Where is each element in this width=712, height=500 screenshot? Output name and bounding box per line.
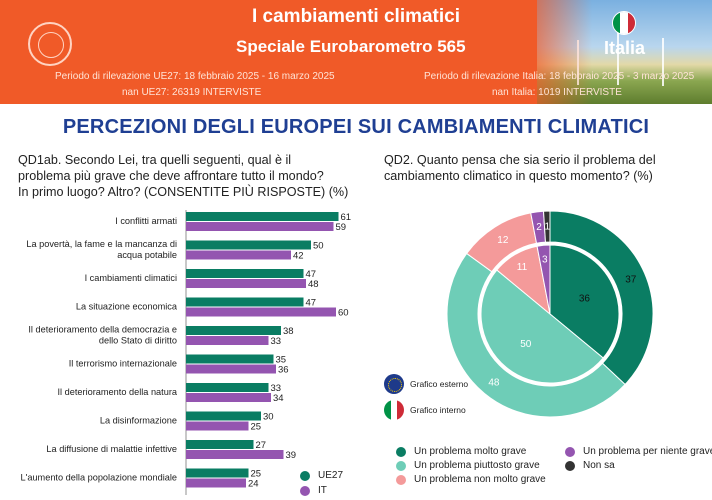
bar-value-label: 39 (286, 450, 297, 461)
italy-flag-small-icon (384, 400, 404, 420)
sample-eu: nan UE27: 26319 INTERVISTE (122, 87, 262, 98)
bar-ue27 (186, 297, 304, 307)
bar-value-label: 24 (248, 479, 259, 490)
slice-value-label: 12 (497, 235, 509, 246)
slice-value-label: 3 (542, 255, 548, 266)
bar-ue27 (186, 440, 254, 449)
bar-it (186, 450, 284, 459)
category-label: Il terrorismo internazionale (69, 359, 177, 369)
outer-chart-label: Grafico esterno (410, 379, 469, 389)
bar-ue27 (186, 269, 304, 278)
bar-value-label: 47 (306, 298, 317, 309)
legend-swatch (396, 474, 406, 485)
bar-value-label: 50 (313, 241, 324, 252)
legend-per-niente-grave: Un problema per niente grave (565, 446, 712, 457)
header-banner: I cambiamenti climatici Speciale Eurobar… (0, 0, 712, 104)
section-title: PERCEZIONI DEGLI EUROPEI SUI CAMBIAMENTI… (62, 116, 650, 138)
legend-piuttosto-grave: Un problema piuttosto grave (396, 460, 540, 471)
category-label: La situazione economica (76, 302, 178, 312)
bar-value-label: 38 (283, 326, 294, 337)
bar-value-label: 33 (271, 383, 282, 394)
page-subtitle: Speciale Eurobarometro 565 (236, 37, 466, 56)
bar-value-label: 36 (278, 365, 289, 376)
slice-inner-molto-grave (549, 244, 620, 359)
bar-it (186, 364, 276, 374)
bar-ue27 (186, 326, 281, 335)
legend-swatch (565, 460, 575, 471)
question-qd2: QD2. Quanto pensa che sia serio il probl… (384, 153, 656, 183)
legend-swatch (300, 485, 310, 496)
category-label: Il deterioramento della democrazia e dell… (28, 325, 177, 346)
category-label: La diffusione di malattie infettive (46, 444, 177, 454)
bar-value-label: 25 (251, 469, 262, 480)
slice-value-label: 50 (520, 339, 532, 350)
donut-chart: 37 48 12 2 1 36 50 11 3 (446, 210, 654, 418)
bar-value-label: 48 (308, 279, 319, 290)
slice-value-label: 37 (625, 275, 637, 286)
bar-ue27 (186, 354, 274, 364)
bar-value-label: 35 (276, 355, 287, 366)
bar-value-label: 25 (251, 422, 262, 433)
bar-ue27 (186, 240, 311, 250)
bar-value-label: 34 (273, 393, 284, 404)
ring-separator (478, 242, 622, 386)
eu-emblem-icon (28, 22, 72, 66)
bar-it (186, 421, 249, 431)
sample-it: nan Italia: 1019 INTERVISTE (492, 87, 622, 98)
category-label: I cambiamenti climatici (85, 273, 177, 283)
legend-swatch (396, 460, 406, 471)
legend-it: IT (300, 485, 327, 496)
legend-non-molto-grave: Un problema non molto grave (396, 474, 546, 485)
bar-it (186, 478, 246, 488)
bar-it (186, 250, 291, 260)
question-qd1: QD1ab. Secondo Lei, tra quelli seguenti,… (18, 153, 349, 199)
bar-it (186, 222, 334, 231)
slice-inner-piuttosto-grave (480, 269, 604, 384)
bar-value-label: 30 (263, 412, 274, 423)
slice-inner-per-niente-grave (536, 244, 551, 315)
slice-value-label: 11 (517, 262, 528, 273)
bar-ue27 (186, 383, 269, 392)
category-label: I conflitti armati (115, 216, 177, 226)
eu-globe-icon (384, 374, 404, 394)
bar-value-label: 59 (336, 222, 347, 233)
legend-swatch (396, 446, 406, 457)
page-title: I cambiamenti climatici (251, 6, 461, 27)
legend-swatch (565, 446, 575, 457)
period-eu: Periodo di rilevazione UE27: 18 febbraio… (55, 71, 335, 82)
legend-ue27: UE27 (300, 470, 343, 481)
bar-value-label: 61 (341, 212, 352, 223)
bar-ue27 (186, 468, 249, 478)
bar-it (186, 393, 271, 402)
inner-chart-label: Grafico interno (410, 405, 466, 415)
slice-value-label: 48 (488, 377, 500, 388)
slice-value-label: 1 (544, 222, 550, 233)
bar-value-label: 60 (338, 308, 349, 319)
bar-it (186, 336, 269, 345)
bar-value-label: 42 (293, 251, 304, 262)
category-label: La povertà, la fame e la mancanza di acqu… (26, 239, 177, 260)
legend-swatch (300, 470, 310, 481)
bar-value-label: 47 (306, 269, 317, 280)
slice-value-label: 2 (536, 222, 542, 233)
legend-non-sa: Non sa (565, 460, 615, 471)
slice-value-label: 36 (579, 293, 591, 304)
category-label: Il deterioramento della natura (57, 387, 177, 397)
italy-flag-icon (612, 11, 636, 35)
bar-ue27 (186, 212, 339, 221)
bar-it (186, 279, 306, 288)
legend-molto-grave: Un problema molto grave (396, 446, 526, 457)
bar-it (186, 307, 336, 317)
bar-value-label: 27 (256, 440, 267, 451)
category-label: La disinformazione (100, 416, 177, 426)
country-name: Italia (604, 38, 646, 58)
bar-value-label: 33 (271, 336, 282, 347)
period-it: Periodo di rilevazione Italia: 18 febbra… (424, 71, 695, 82)
category-label: L'aumento della popolazione mondiale (20, 473, 177, 483)
bar-ue27 (186, 411, 261, 421)
